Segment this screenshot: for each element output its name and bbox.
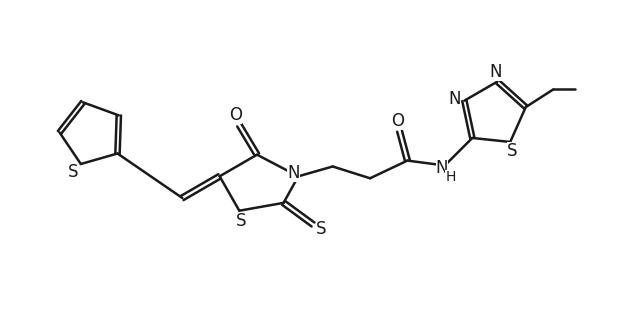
Text: O: O bbox=[391, 112, 404, 130]
Text: S: S bbox=[507, 142, 517, 160]
Text: N: N bbox=[448, 90, 461, 108]
Text: N: N bbox=[287, 164, 300, 182]
Text: S: S bbox=[236, 212, 246, 230]
Text: S: S bbox=[316, 220, 326, 238]
Text: N: N bbox=[489, 63, 502, 81]
Text: N: N bbox=[436, 159, 448, 177]
Text: S: S bbox=[68, 163, 78, 181]
Text: O: O bbox=[229, 106, 242, 124]
Text: H: H bbox=[445, 170, 456, 184]
